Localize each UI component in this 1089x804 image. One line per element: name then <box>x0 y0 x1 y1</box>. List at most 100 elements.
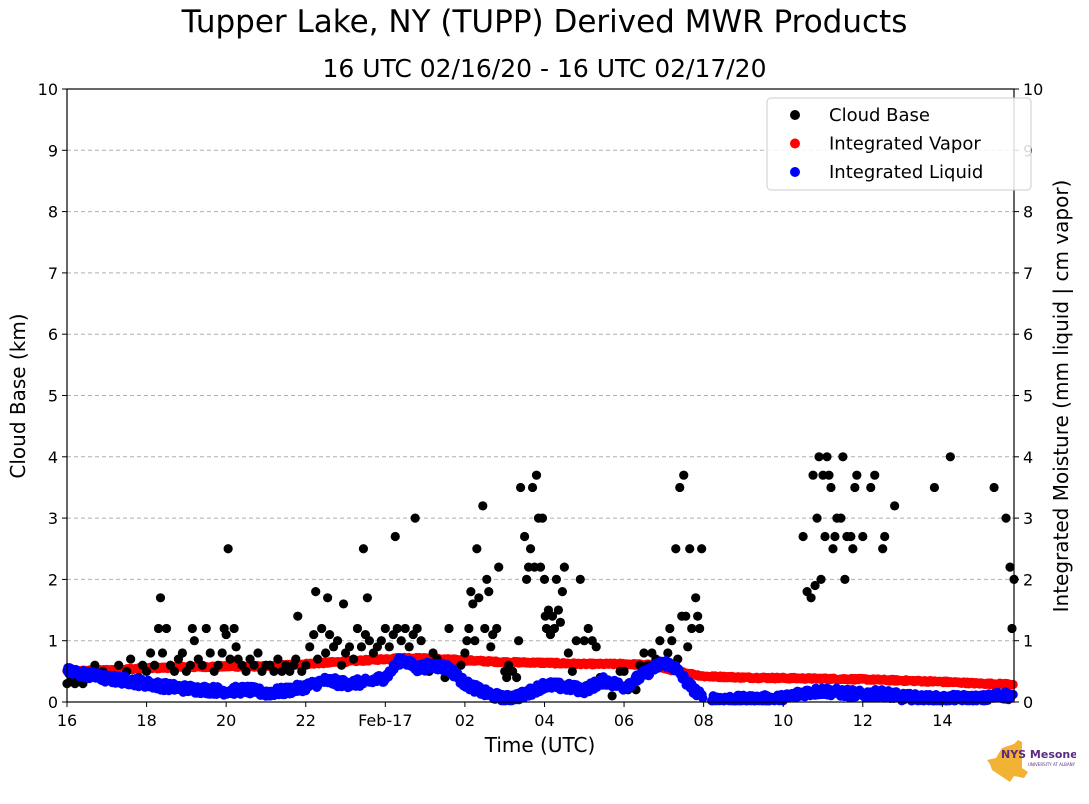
cloud-base-point <box>553 605 564 615</box>
x-tick-label: 20 <box>216 711 236 730</box>
x-tick-label: 12 <box>853 711 873 730</box>
cloud-base-point <box>462 636 472 646</box>
cloud-base-point <box>852 470 862 480</box>
cloud-base-point <box>404 642 414 652</box>
cloud-base-point <box>798 531 808 542</box>
y-tick-label-right: 8 <box>1023 203 1033 222</box>
y-tick-label-right: 7 <box>1023 264 1033 283</box>
cloud-base-point <box>836 513 846 523</box>
legend: Cloud Base Integrated Vapor Integrated Liq… <box>766 97 1032 191</box>
legend-label: Integrated Liquid <box>829 162 983 183</box>
cloud-base-point <box>848 544 858 554</box>
cloud-base-point <box>410 513 420 523</box>
cloud-base-point <box>273 654 283 664</box>
cloud-base-point <box>400 623 410 634</box>
cloud-base-point <box>679 470 689 480</box>
cloud-base-point <box>681 611 691 621</box>
cloud-base-point <box>820 531 830 542</box>
cloud-base-point <box>229 623 239 634</box>
cloud-base-point <box>567 666 577 676</box>
x-tick-label: 18 <box>136 711 156 730</box>
cloud-base-point <box>687 623 697 634</box>
cloud-base-point <box>535 562 546 572</box>
cloud-base-point <box>878 544 888 554</box>
y-tick-label-left: 8 <box>48 203 58 222</box>
cloud-base-point <box>693 611 703 621</box>
y-tick-label-right: 3 <box>1023 509 1033 528</box>
cloud-base-point <box>870 470 880 480</box>
vapor-point <box>1008 679 1018 690</box>
cloud-base-point <box>114 660 124 670</box>
cloud-base-point <box>675 482 685 493</box>
cloud-base-point <box>396 636 406 646</box>
cloud-base-point <box>697 544 707 554</box>
cloud-base-point <box>464 623 474 634</box>
cloud-base-point <box>579 636 589 646</box>
cloud-base-point <box>563 648 573 658</box>
cloud-base-point <box>555 617 565 627</box>
x-tick-label: 16 <box>57 711 77 730</box>
cloud-base-point <box>293 611 303 621</box>
cloud-base-point <box>846 531 856 542</box>
cloud-base-point <box>816 574 826 585</box>
cloud-base-point <box>502 672 512 683</box>
x-tick-label: 04 <box>534 711 554 730</box>
cloud-base-point <box>141 666 152 676</box>
cloud-base-point <box>412 623 422 634</box>
cloud-base-point <box>494 562 504 572</box>
cloud-base-point <box>695 623 705 634</box>
cloud-base-point <box>858 531 868 542</box>
x-tick-label: Feb-17 <box>358 711 412 730</box>
cloud-base-point <box>241 666 251 676</box>
cloud-base-point <box>808 470 818 480</box>
grid-lines <box>67 149 1014 642</box>
cloud-base-point <box>358 544 369 554</box>
y-tick-label-right: 5 <box>1023 387 1033 406</box>
y-tick-label-left: 3 <box>48 509 58 528</box>
cloud-base-point <box>492 623 502 634</box>
cloud-base-point <box>311 587 321 597</box>
cloud-base-point <box>539 574 550 585</box>
cloud-base-point <box>537 513 548 523</box>
x-tick-label: 10 <box>773 711 793 730</box>
legend-marker <box>790 167 800 177</box>
x-tick-label: 08 <box>693 711 713 730</box>
cloud-base-point <box>549 623 560 634</box>
cloud-base-point <box>685 544 695 554</box>
cloud-base-point <box>619 666 629 676</box>
cloud-base-point <box>169 666 180 676</box>
cloud-base-point <box>482 574 492 585</box>
cloud-base-point <box>547 611 558 621</box>
cloud-base-point <box>153 623 164 634</box>
y-tick-label-left: 4 <box>48 448 58 467</box>
y-tick-label-right: 10 <box>1023 80 1043 99</box>
x-tick-label: 02 <box>455 711 475 730</box>
cloud-base-point <box>189 636 199 646</box>
cloud-base-point <box>197 660 207 670</box>
cloud-base-point <box>484 587 494 597</box>
cloud-base-point <box>551 574 562 585</box>
series-layer <box>62 452 1019 706</box>
cloud-base-point <box>456 660 466 670</box>
cloud-base-point <box>667 636 677 646</box>
cloud-base-point <box>486 642 496 652</box>
y-tick-label-left: 2 <box>48 570 58 589</box>
cloud-base-point <box>362 593 373 603</box>
x-axis-label: Time (UTC) <box>484 733 596 757</box>
liquid-point <box>698 693 708 703</box>
nys-mesonet-logo: NYS Mesonet UNIVERSITY AT ALBANY <box>987 740 1076 782</box>
cloud-base-point <box>655 636 665 646</box>
cloud-base-point <box>665 623 675 634</box>
cloud-base-point <box>323 593 333 603</box>
cloud-base-point <box>691 593 701 603</box>
cloud-base-point <box>352 623 363 634</box>
cloud-base-point <box>929 482 940 493</box>
legend-label: Cloud Base <box>829 105 930 126</box>
logo-text: NYS Mesonet <box>1001 748 1076 761</box>
cloud-base-point <box>325 629 335 640</box>
cloud-base-point <box>480 623 490 634</box>
cloud-base-point <box>607 691 617 701</box>
x-tick-label: 14 <box>932 711 952 730</box>
cloud-base-point <box>1005 562 1015 572</box>
